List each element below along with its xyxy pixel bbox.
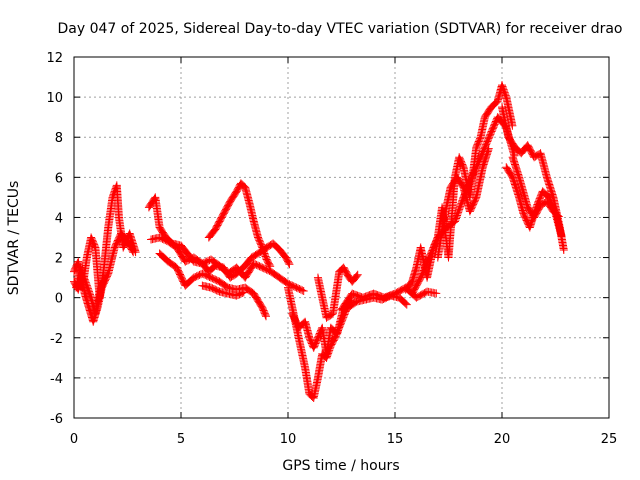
- y-tick-label: 0: [55, 292, 63, 307]
- data-point: [265, 260, 274, 269]
- data-point: [285, 260, 294, 269]
- series-K: [313, 263, 362, 322]
- data-point: [261, 312, 270, 321]
- data-point: [552, 210, 561, 219]
- data-point: [559, 246, 568, 255]
- x-tick-label: 10: [280, 432, 297, 447]
- series-P: [433, 144, 493, 262]
- y-tick-label: 6: [55, 171, 63, 186]
- data-point: [299, 286, 308, 295]
- series-F: [155, 249, 270, 321]
- x-tick-label: 5: [177, 432, 185, 447]
- y-tick-label: 8: [55, 131, 63, 146]
- data-point: [298, 286, 307, 295]
- series-S: [508, 153, 563, 222]
- axis-ticks: 0 5 10 15 20 25 -6 -4 -2 0 2 4 6 8 10 12: [46, 51, 617, 447]
- y-tick-label: 2: [55, 252, 63, 267]
- x-tick-label: 0: [70, 432, 78, 447]
- data-point: [352, 271, 361, 280]
- data-point: [553, 211, 562, 220]
- data-point: [239, 288, 248, 297]
- x-axis-label: GPS time / hours: [282, 458, 399, 474]
- data-point: [261, 310, 270, 319]
- data-point: [353, 270, 362, 279]
- y-tick-label: 12: [46, 51, 63, 66]
- data-point: [402, 300, 411, 309]
- series-N: [401, 81, 517, 294]
- y-axis-label: SDTVAR / TECUs: [6, 181, 22, 296]
- data-point: [98, 278, 107, 287]
- y-tick-label: 10: [46, 91, 63, 106]
- y-tick-label: 4: [55, 211, 63, 226]
- data-point: [400, 298, 409, 307]
- data-point: [508, 121, 517, 130]
- series-J: [288, 305, 348, 358]
- x-tick-label: 15: [387, 432, 404, 447]
- series-M: [343, 291, 411, 312]
- y-tick-label: -4: [50, 372, 63, 387]
- data-point: [308, 392, 317, 401]
- plot-frame: [73, 56, 610, 419]
- data-point: [128, 246, 137, 255]
- data-point: [484, 144, 493, 153]
- data-point: [266, 262, 275, 271]
- data-points: [70, 81, 568, 402]
- data-point: [557, 231, 566, 240]
- series-H: [198, 281, 248, 300]
- series-C: [70, 269, 108, 318]
- data-point: [401, 299, 410, 308]
- y-tick-label: -6: [50, 412, 63, 427]
- data-point: [99, 277, 108, 286]
- chart-title: Day 047 of 2025, Sidereal Day-to-day VTE…: [57, 21, 622, 37]
- data-point: [554, 212, 563, 221]
- series-E: [147, 233, 308, 295]
- data-point: [129, 248, 138, 257]
- x-tick-label: 25: [601, 432, 618, 447]
- series-O: [408, 113, 519, 298]
- data-point: [284, 258, 293, 267]
- y-tick-label: -2: [50, 332, 63, 347]
- series-G: [204, 179, 275, 271]
- data-point: [432, 289, 441, 298]
- x-tick-label: 20: [494, 432, 511, 447]
- data-point: [238, 288, 247, 297]
